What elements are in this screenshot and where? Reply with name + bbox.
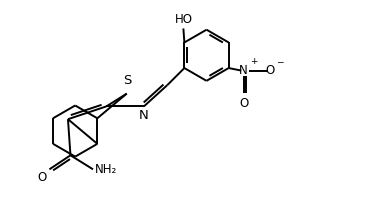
Text: O: O — [37, 171, 46, 184]
Text: N: N — [239, 64, 248, 77]
Text: HO: HO — [174, 13, 193, 26]
Text: +: + — [250, 57, 258, 65]
Text: O: O — [265, 64, 274, 77]
Text: N: N — [139, 109, 149, 122]
Text: −: − — [276, 57, 283, 66]
Text: S: S — [124, 74, 132, 87]
Text: O: O — [239, 97, 249, 110]
Text: NH₂: NH₂ — [95, 163, 117, 176]
